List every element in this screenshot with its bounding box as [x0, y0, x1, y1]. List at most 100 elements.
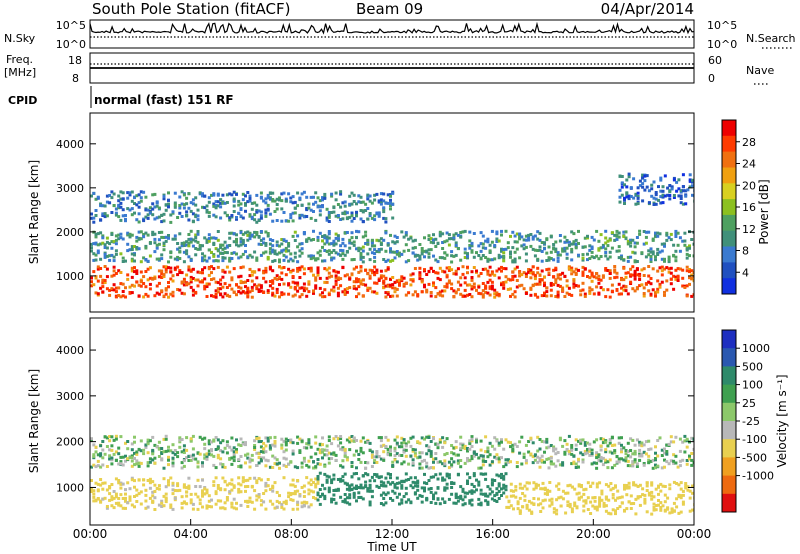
power-cell	[660, 249, 664, 253]
velocity-cell	[679, 510, 683, 514]
power-cell	[189, 229, 193, 233]
velocity-cell	[307, 465, 311, 469]
velocity-cell	[164, 449, 168, 453]
velocity-cell	[548, 489, 552, 493]
power-cell	[137, 247, 141, 251]
velocity-cell	[298, 494, 302, 498]
power-cell	[688, 185, 692, 189]
velocity-cell	[678, 459, 682, 463]
power-cell	[636, 191, 640, 195]
velocity-cell	[316, 477, 320, 481]
velocity-cell	[334, 435, 338, 438]
velocity-cell	[389, 473, 392, 476]
power-cell	[128, 232, 132, 236]
power-cell	[248, 253, 252, 257]
power-cell	[341, 217, 345, 221]
velocity-cell	[657, 503, 660, 507]
power-cell	[629, 244, 633, 248]
power-cell	[497, 292, 501, 296]
power-cell	[597, 291, 601, 295]
power-cell	[339, 277, 343, 281]
velocity-cell	[404, 472, 408, 476]
velocity-cell	[620, 501, 624, 505]
power-cell	[672, 253, 676, 257]
velocity-cell	[566, 500, 570, 504]
velocity-cell	[318, 502, 322, 506]
velocity-cell	[521, 492, 525, 495]
power-cell	[235, 252, 238, 256]
velocity-cell	[361, 451, 365, 455]
velocity-cell	[345, 456, 349, 460]
power-cell	[201, 194, 204, 198]
velocity-cell	[468, 439, 472, 443]
power-cell	[382, 206, 386, 210]
power-cell	[459, 283, 463, 287]
velocity-cell	[450, 444, 454, 447]
power-cell	[364, 283, 368, 287]
velocity-cell	[323, 494, 327, 498]
velocity-cell	[676, 465, 680, 469]
power-cell	[577, 229, 580, 233]
power-cell	[357, 285, 361, 289]
power-cell	[661, 201, 665, 205]
power-cell	[375, 238, 379, 242]
velocity-cell	[609, 488, 613, 492]
velocity-cell	[366, 461, 370, 465]
power-cell	[334, 242, 338, 246]
power-cell	[674, 268, 678, 272]
power-cell	[531, 237, 535, 241]
power-cell	[484, 239, 488, 243]
velocity-cell	[182, 501, 186, 505]
power-cell	[659, 189, 663, 193]
power-cell	[373, 248, 377, 252]
power-cell	[490, 240, 494, 244]
power-cell	[201, 271, 204, 275]
velocity-cell	[275, 490, 279, 494]
velocity-cell	[663, 485, 667, 488]
power-cell	[618, 195, 622, 199]
velocity-cell	[393, 446, 397, 450]
velocity-cell	[427, 487, 431, 491]
velocity-cell	[201, 461, 204, 465]
power-colorbar-tick-label: 4	[742, 266, 749, 279]
velocity-cell	[608, 458, 612, 462]
power-cell	[368, 258, 372, 262]
power-heatmap	[90, 172, 694, 299]
velocity-cell	[663, 500, 667, 504]
power-cell	[103, 204, 107, 208]
power-cell	[114, 211, 118, 215]
power-cell	[112, 273, 116, 277]
power-cell	[255, 287, 259, 291]
power-cell	[336, 252, 340, 256]
velocity-cell	[210, 505, 213, 509]
velocity-cell	[557, 487, 561, 491]
velocity-cell	[287, 491, 291, 495]
velocity-cell	[309, 483, 313, 487]
power-cell	[574, 284, 578, 288]
power-cell	[635, 260, 639, 263]
velocity-cell	[607, 484, 611, 488]
power-cell	[221, 201, 225, 205]
power-cell	[633, 251, 637, 255]
velocity-cell	[144, 443, 148, 447]
power-cell	[160, 289, 164, 293]
power-cell	[642, 230, 646, 233]
velocity-cell	[237, 490, 241, 494]
power-cell	[133, 211, 136, 215]
velocity-cell	[443, 488, 447, 492]
power-cell	[144, 258, 148, 262]
power-cell	[466, 254, 469, 258]
power-cell	[391, 286, 395, 290]
power-cell	[296, 281, 300, 285]
velocity-cell	[298, 437, 302, 441]
velocity-cell	[114, 437, 118, 441]
velocity-cell	[114, 501, 118, 505]
velocity-cell	[370, 495, 374, 499]
power-cell	[191, 198, 195, 202]
power-cell	[135, 246, 139, 249]
power-cell	[237, 199, 241, 203]
velocity-cell	[677, 483, 681, 487]
velocity-cell	[379, 475, 383, 479]
power-cell	[275, 207, 279, 211]
velocity-colorbar-segment	[722, 421, 736, 440]
